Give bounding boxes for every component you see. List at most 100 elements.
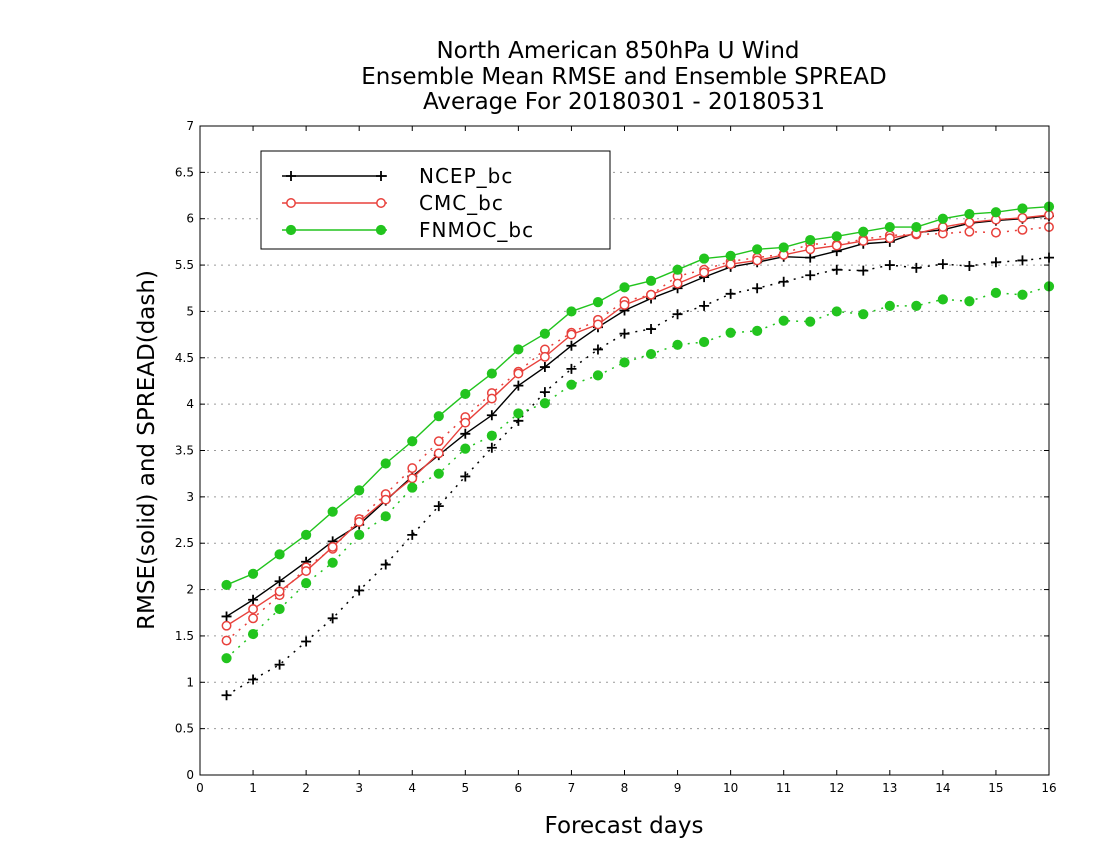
cmc-bc-rmse-point <box>407 473 418 484</box>
fnmoc-bc-rmse-point <box>831 231 842 242</box>
fnmoc-bc-rmse-point <box>645 275 657 286</box>
x-tick-label: 11 <box>776 781 791 795</box>
cmc-bc-rmse-point <box>1017 212 1028 223</box>
fnmoc-bc-rmse-point <box>592 297 604 308</box>
y-tick-label: 4.5 <box>175 351 194 365</box>
ncep-bc-spread-point <box>486 442 497 453</box>
ncep-bc-spread-point <box>460 471 471 482</box>
fnmoc-bc-spread-point <box>831 306 842 317</box>
cmc-bc-rmse-point <box>460 417 471 428</box>
fnmoc-bc-spread-point <box>937 294 948 305</box>
fnmoc-bc-rmse-point <box>672 264 683 275</box>
x-tick-label: 16 <box>1041 781 1056 795</box>
plot-frame <box>199 125 1050 776</box>
cmc-bc-spread-point <box>433 436 444 447</box>
ncep-bc-rmse-point <box>566 340 577 351</box>
y-tick-label: 1 <box>186 675 194 689</box>
ncep-bc-spread-point <box>433 501 444 512</box>
cmc-bc-rmse-point <box>884 233 895 244</box>
fnmoc-bc-rmse-point <box>884 221 895 233</box>
fnmoc-bc-spread-point <box>566 379 577 390</box>
y-tick-label: 3.5 <box>175 444 194 458</box>
ncep-bc-spread-line <box>226 256 1050 696</box>
cmc-bc-rmse-point <box>964 217 975 228</box>
cmc-bc-rmse-point <box>831 240 842 251</box>
ncep-bc-spread-point <box>1017 255 1028 266</box>
fnmoc-bc-rmse-point <box>301 529 312 540</box>
x-tick-label: 10 <box>723 781 738 795</box>
ncep-bc-rmse-point <box>539 362 550 373</box>
fnmoc-bc-spread-point <box>752 325 763 336</box>
fnmoc-bc-spread-point <box>460 443 471 454</box>
ncep-bc-spread-point <box>752 283 763 294</box>
ncep-bc-spread-point <box>592 344 603 355</box>
fnmoc-bc-rmse-point <box>725 250 736 261</box>
legend: NCEP_bc CMC_bc FNMOC_bc <box>260 150 611 250</box>
axis-ticks: 00.511.522.533.544.555.566.570 1 2 3 4 5 6 7 8 9 1… <box>175 119 1057 795</box>
fnmoc-bc-spread-point <box>778 315 789 326</box>
fnmoc-bc-rmse-point <box>407 436 418 447</box>
fnmoc-bc-spread-point <box>221 653 232 664</box>
x-tick-label: 15 <box>988 781 1003 795</box>
fnmoc-bc-rmse-point <box>380 458 391 469</box>
cmc-bc-spread-point <box>1017 224 1028 235</box>
fnmoc-bc-rmse-point <box>354 485 365 496</box>
ncep-bc-spread-point <box>248 674 259 685</box>
cmc-bc-spread-point <box>964 226 975 237</box>
ncep-bc-spread-point <box>539 387 550 398</box>
x-tick-label: 4 <box>408 781 416 795</box>
fnmoc-bc-spread-point <box>990 287 1002 298</box>
fnmoc-bc-spread-point <box>698 336 710 348</box>
fnmoc-bc-rmse-point <box>486 368 497 379</box>
fnmoc-bc-spread-point <box>911 300 922 311</box>
legend-marker-fnmoc-bc <box>285 224 297 236</box>
cmc-bc-rmse-point <box>221 620 232 631</box>
fnmoc-bc-rmse-point <box>990 207 1002 218</box>
ncep-bc-spread-point <box>858 265 869 276</box>
x-tick-label: 7 <box>568 781 576 795</box>
fnmoc-bc-spread-point <box>539 398 551 409</box>
ncep-bc-rmse-line <box>226 215 1050 618</box>
cmc-bc-rmse-point <box>752 255 763 266</box>
y-axis-label: RMSE(solid) and SPREAD(dash) <box>134 270 160 630</box>
cmc-bc-rmse-point <box>699 267 710 278</box>
fnmoc-bc-rmse-point <box>911 221 922 233</box>
x-tick-label: 3 <box>355 781 363 795</box>
ncep-bc-rmse-point <box>486 410 497 421</box>
fnmoc-bc-rmse-point <box>274 549 285 560</box>
fnmoc-bc-rmse-point <box>460 388 471 400</box>
fnmoc-bc-spread-point <box>513 408 524 419</box>
legend-marker-ncep-bc <box>376 171 386 181</box>
fnmoc-bc-rmse-point <box>619 282 630 293</box>
x-tick-label: 8 <box>621 781 629 795</box>
cmc-bc-rmse-point <box>593 319 603 330</box>
y-tick-label: 2.5 <box>175 536 194 550</box>
ncep-bc-rmse-point <box>221 611 232 622</box>
fnmoc-bc-spread-point <box>725 327 736 338</box>
legend-label-cmc-bc: CMC_bc <box>419 191 504 215</box>
ncep-bc-rmse-point <box>460 428 471 439</box>
ncep-bc-spread-point <box>301 636 312 647</box>
fnmoc-bc-spread-point <box>486 430 497 441</box>
fnmoc-bc-rmse-line <box>226 205 1050 586</box>
fnmoc-bc-spread-point <box>884 300 895 311</box>
title-line-2: Ensemble Mean RMSE and Ensemble SPREAD <box>361 64 886 90</box>
x-axis-label: Forecast days <box>545 813 704 839</box>
x-tick-label: 14 <box>935 781 950 795</box>
y-tick-label: 0 <box>186 768 194 782</box>
fnmoc-bc-rmse-point <box>327 506 338 517</box>
cmc-bc-rmse-point <box>937 222 948 233</box>
ncep-bc-rmse-point <box>248 594 259 605</box>
ncep-bc-spread-point <box>327 613 338 624</box>
fnmoc-bc-spread-line <box>226 285 1050 659</box>
cmc-bc-spread-point <box>407 463 418 474</box>
fnmoc-bc-spread-point <box>327 557 338 568</box>
x-tick-label: 5 <box>461 781 469 795</box>
fnmoc-bc-rmse-point <box>752 244 763 255</box>
x-tick-label: 0 <box>196 781 204 795</box>
legend-marker-cmc-bc <box>376 198 386 208</box>
ncep-bc-spread-point <box>274 659 285 670</box>
ncep-bc-spread-point <box>646 324 657 335</box>
y-tick-label: 4 <box>186 397 194 411</box>
